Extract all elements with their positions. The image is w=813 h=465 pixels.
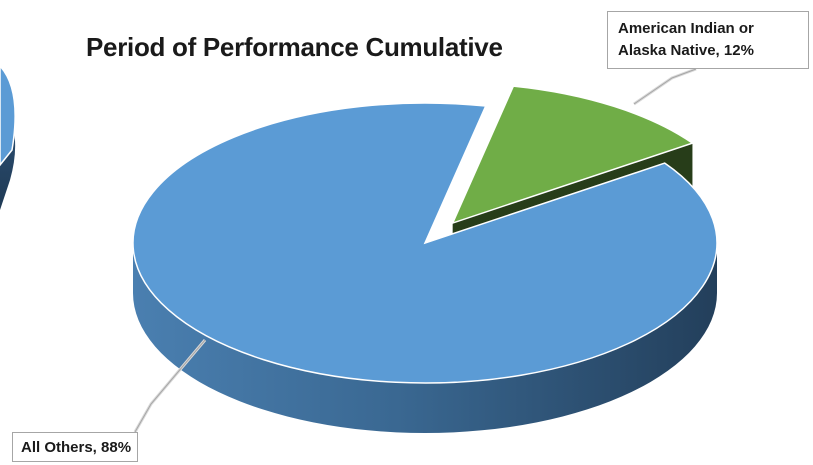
slice-top-all-others [132,102,718,384]
slice-label-american-indian-line1: American Indian or [618,20,754,37]
neighbor-pie-top [0,64,16,167]
slice-side-1-0 [133,243,717,433]
slice-label-all-others: All Others, 88% [12,432,138,462]
slice-label-american-indian-line2: Alaska Native, 12% [618,42,754,59]
slice-label-american-indian: American Indian or Alaska Native, 12% [607,11,809,69]
slice-top-american-indian-or-alaska-native [451,85,695,225]
leader-line-american-indian-core [633,68,697,105]
leader-line-american-indian [633,67,697,106]
leader-line-all-others-core [134,339,206,433]
chart-title: Period of Performance Cumulative [86,32,503,62]
